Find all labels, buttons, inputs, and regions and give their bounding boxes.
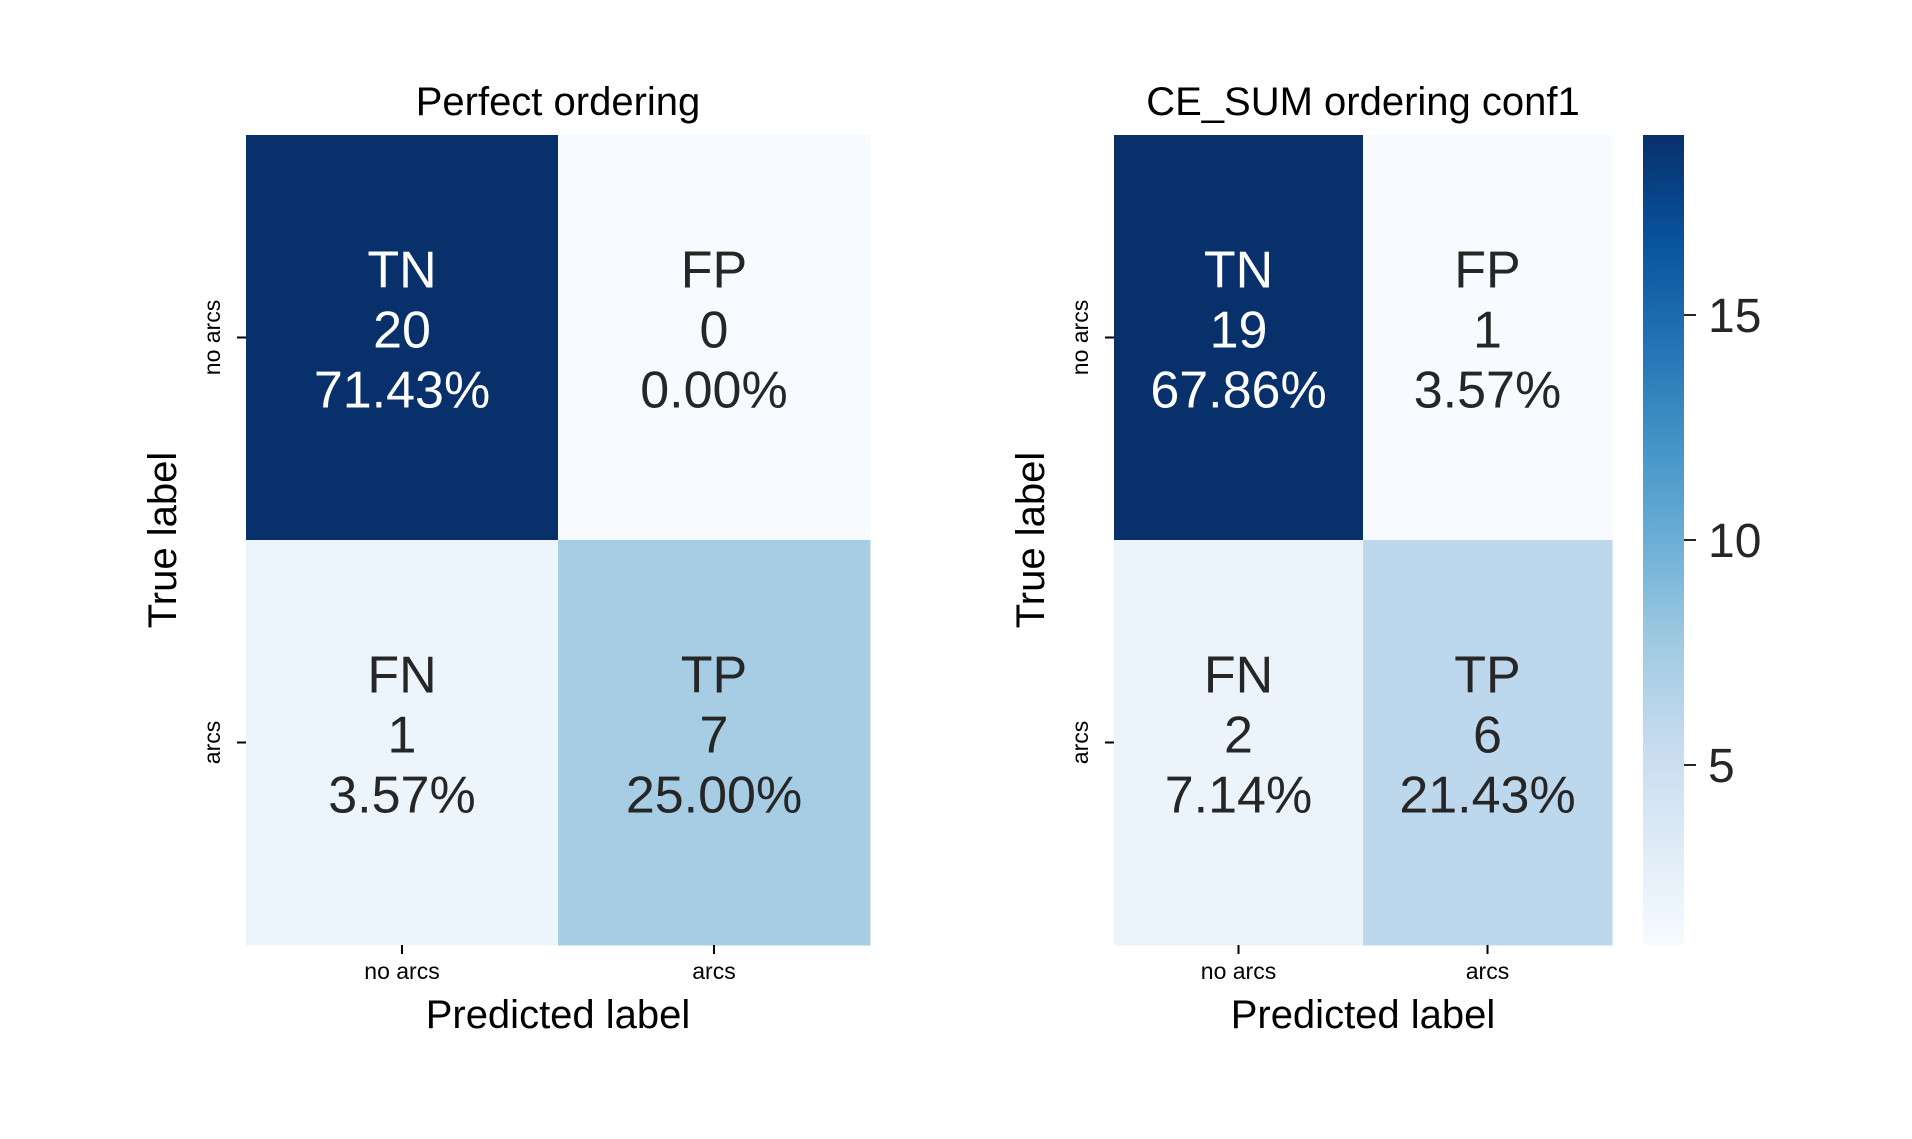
cell-count-tp: 6 (1473, 707, 1502, 765)
chart-title-2: CE_SUM ordering conf1 (1146, 80, 1580, 124)
cell-count-fn: 2 (1224, 707, 1253, 765)
y-tick-label: arcs (199, 721, 225, 764)
cell-count-fp: 0 (700, 302, 729, 360)
y-tick-label: no arcs (1067, 300, 1093, 375)
cell-count-tn: 19 (1210, 302, 1268, 360)
x-axis-label: Predicted label (1231, 993, 1496, 1037)
colorbar-tick-label: 5 (1708, 740, 1735, 793)
cell-fn (246, 540, 559, 946)
cell-label-tp: TP (1454, 647, 1520, 705)
y-axis-label: True label (141, 452, 185, 628)
cell-label-tn: TN (367, 242, 436, 300)
cell-count-tp: 7 (700, 707, 729, 765)
cell-count-tn: 20 (373, 302, 431, 360)
cell-fn (1114, 540, 1364, 946)
x-tick-label: arcs (1466, 958, 1509, 984)
cell-percent-tn: 67.86% (1150, 362, 1326, 420)
cell-label-fp: FP (1454, 242, 1520, 300)
cell-percent-fp: 0.00% (640, 362, 787, 420)
colorbar-tick-label: 15 (1708, 290, 1761, 343)
cell-fp (558, 135, 871, 541)
chart-title-1: Perfect ordering (416, 80, 701, 124)
y-tick-label: arcs (1067, 721, 1093, 764)
cell-percent-tp: 21.43% (1399, 767, 1575, 825)
x-axis-label: Predicted label (426, 993, 691, 1037)
cell-percent-tn: 71.43% (314, 362, 490, 420)
cell-tn (1114, 135, 1364, 541)
cell-label-fn: FN (367, 647, 436, 705)
cell-count-fp: 1 (1473, 302, 1502, 360)
cell-label-fn: FN (1204, 647, 1273, 705)
cell-label-tn: TN (1204, 242, 1273, 300)
cell-count-fn: 1 (388, 707, 417, 765)
colorbar (1643, 135, 1684, 945)
cell-label-tp: TP (681, 647, 747, 705)
colorbar-tick-label: 10 (1708, 515, 1761, 568)
cell-fp (1363, 135, 1613, 541)
cell-label-fp: FP (681, 242, 747, 300)
x-tick-label: arcs (692, 958, 735, 984)
cell-percent-fn: 3.57% (328, 767, 475, 825)
cell-tp (1363, 540, 1613, 946)
y-tick-label: no arcs (199, 300, 225, 375)
x-tick-label: no arcs (1201, 958, 1276, 984)
cell-tp (558, 540, 871, 946)
cell-percent-fp: 3.57% (1414, 362, 1561, 420)
cell-tn (246, 135, 559, 541)
x-tick-label: no arcs (364, 958, 439, 984)
cell-percent-tp: 25.00% (626, 767, 802, 825)
y-axis-label: True label (1009, 452, 1053, 628)
cell-percent-fn: 7.14% (1165, 767, 1312, 825)
